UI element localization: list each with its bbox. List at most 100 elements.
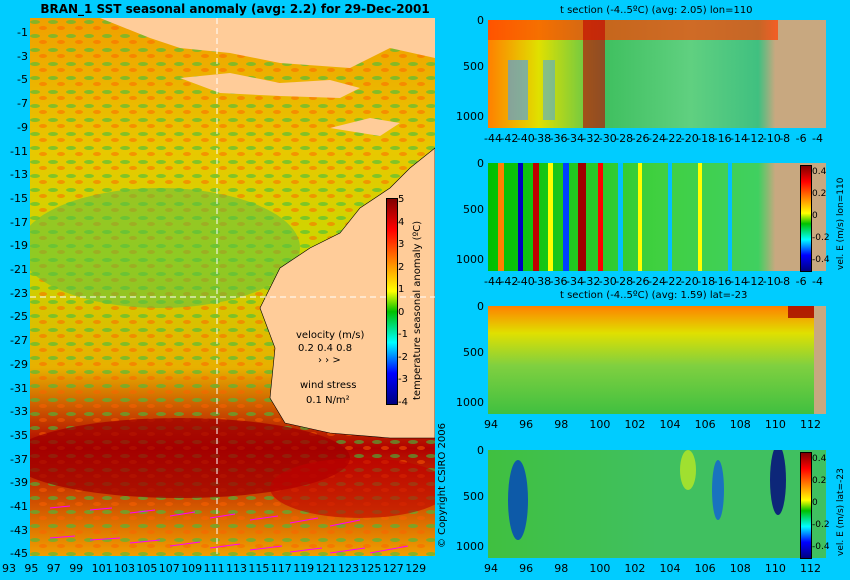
panel-y-tick: 1000: [456, 110, 484, 123]
sst-colorbar-label: temperature seasonal anomaly (ºC): [412, 220, 423, 400]
panel-x-tick: 106: [694, 418, 716, 431]
panel2-graphics: [498, 163, 826, 271]
map-y-tick: -43: [10, 523, 28, 537]
sst-colorbar-tick: 0: [398, 306, 405, 318]
land-indonesia: [100, 18, 435, 68]
panel-x-tick: -34: [566, 132, 584, 145]
panel-x-tick: -18: [697, 275, 716, 288]
wind-arrows: [49, 505, 409, 554]
panel-x-tick: 98: [554, 418, 569, 431]
land-island: [330, 118, 400, 136]
panel2-colorbar: [800, 165, 812, 272]
panel-x-tick: -24: [648, 275, 666, 288]
panel2-vel-lon: [488, 163, 826, 271]
panel-x-tick: -36: [549, 132, 568, 145]
map-x-tick: 125: [360, 562, 382, 575]
panel-x-tick: 104: [659, 562, 681, 575]
panel-x-tick: 106: [694, 562, 716, 575]
panel-y-tick: 1000: [456, 396, 484, 409]
panel4-vel-lat: [488, 450, 826, 558]
velocity-legend-scale: 0.2 0.4 0.8: [298, 343, 353, 354]
panel-x-tick: 112: [800, 562, 821, 575]
panel-x-tick: -44: [484, 132, 502, 145]
wind-legend-scale: 0.1 N/m²: [306, 395, 350, 406]
sst-colorbar: [386, 198, 398, 405]
map-graphics: [30, 18, 435, 556]
panel-colorbar-tick: -0.4: [812, 542, 830, 552]
panel-x-tick: 96: [519, 562, 534, 575]
panel-x-tick: -12: [746, 275, 765, 288]
panel-x-tick: -16: [713, 275, 732, 288]
map-title: BRAN_1 SST seasonal anomaly (avg: 2.2) f…: [40, 2, 430, 16]
panel-x-tick: -34: [566, 275, 584, 288]
map-y-tick: -15: [10, 191, 28, 205]
panel-x-tick: -20: [680, 132, 699, 145]
panel-y-tick: 1000: [456, 253, 484, 266]
panel1-graphics: [488, 20, 826, 128]
map-x-tick: 109: [181, 562, 203, 575]
map-y-tick: -37: [10, 452, 28, 466]
panel-x-tick: -42: [500, 275, 519, 288]
panel-x-tick: -12: [746, 132, 765, 145]
land-java: [180, 73, 360, 98]
map-x-tick: 119: [293, 562, 315, 575]
map-y-tick: -27: [10, 334, 28, 348]
panel-x-tick: -4: [812, 132, 823, 145]
panel-colorbar-tick: 0: [812, 211, 818, 221]
sst-colorbar-tick: 4: [398, 216, 405, 228]
panel-colorbar-tick: 0.4: [812, 167, 827, 177]
panel-x-tick: -10: [762, 275, 781, 288]
map-x-tick: 95: [24, 562, 39, 575]
panel-x-tick: -20: [680, 275, 699, 288]
panel-x-tick: -16: [713, 132, 732, 145]
panel-colorbar-tick: 0.2: [812, 476, 827, 486]
panel-x-tick: -42: [500, 132, 519, 145]
map-x-tick: 107: [158, 562, 180, 575]
sst-colorbar-tick: -4: [398, 396, 408, 408]
map-y-tick: -7: [17, 97, 28, 111]
map-x-tick: 105: [136, 562, 158, 575]
anomaly-region-green: [30, 188, 300, 308]
panel-y-tick: 0: [477, 300, 484, 313]
panel-x-tick: 110: [764, 418, 786, 431]
panel3-tsection-lat: [488, 306, 826, 414]
map-x-tick: 121: [315, 562, 337, 575]
map-y-tick: -1: [17, 26, 28, 39]
panel-colorbar-tick: 0.2: [812, 189, 827, 199]
panel-x-tick: -4: [812, 275, 823, 288]
panel-x-tick: 102: [624, 418, 646, 431]
panel-x-tick: -6: [795, 275, 807, 288]
map-x-tick: 115: [248, 562, 270, 575]
sst-colorbar-tick: -2: [398, 351, 408, 363]
panel-x-tick: 100: [589, 562, 611, 575]
panel-x-tick: -8: [779, 132, 791, 145]
map-y-tick: -39: [10, 476, 28, 490]
map-y-tick: -11: [10, 144, 28, 158]
sst-colorbar-tick: 2: [398, 261, 405, 273]
wind-legend-label: wind stress: [300, 380, 357, 391]
map-y-tick: -45: [10, 547, 28, 561]
panel-x-tick: -28: [615, 132, 634, 145]
panel2-colorbar-label: vel. E (m/s) lon=110: [836, 177, 846, 270]
panel-x-tick: 110: [764, 562, 786, 575]
anomaly-region-hot-east: [270, 458, 435, 518]
panel-x-tick: 94: [484, 418, 498, 431]
map-y-tick: -5: [17, 73, 28, 87]
map-x-tick: 93: [2, 562, 16, 575]
map-x-tick: 129: [405, 562, 427, 575]
map-y-tick: -29: [10, 357, 28, 371]
map-y-tick: -41: [10, 500, 28, 513]
panel1-tsection-lon: [488, 20, 826, 128]
map-y-tick: -17: [10, 215, 28, 229]
panel-x-tick: -14: [730, 275, 748, 288]
map-y-tick: -3: [17, 49, 28, 63]
panel4-graphics: [508, 450, 786, 540]
map-x-tick: 99: [69, 562, 84, 575]
panel-x-tick: -32: [582, 275, 601, 288]
map-x-tick: 97: [46, 562, 61, 575]
panel-x-tick: -40: [516, 275, 535, 288]
map-y-tick: -25: [10, 310, 28, 324]
sst-colorbar-tick: -3: [398, 374, 408, 385]
sst-colorbar-tick: 1: [398, 284, 405, 295]
panel-y-tick: 500: [463, 203, 484, 216]
